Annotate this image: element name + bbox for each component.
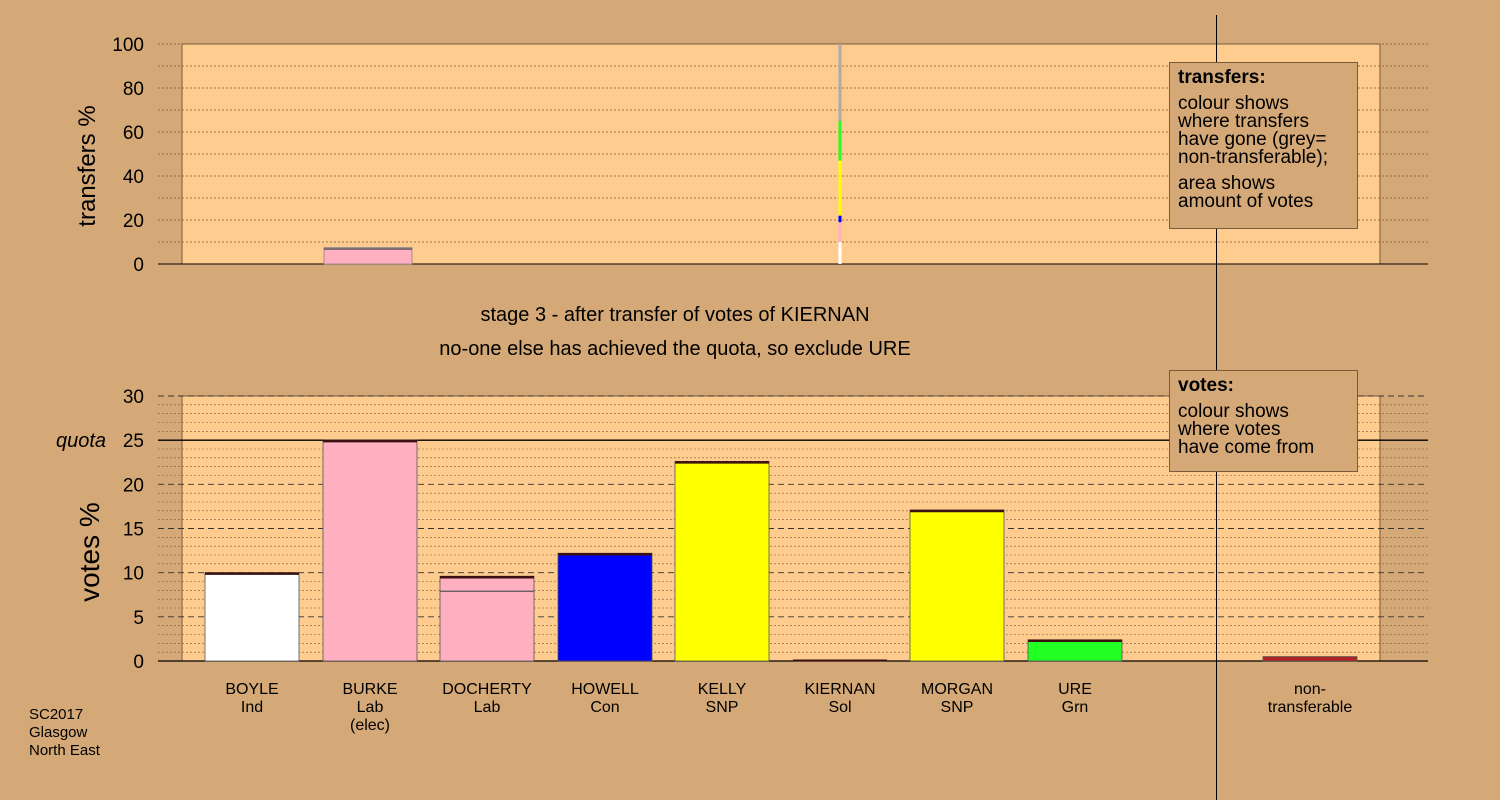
- category-label: Ind: [241, 699, 263, 716]
- category-label: DOCHERTY: [442, 681, 532, 698]
- transfers-y-tick-label: 100: [112, 35, 144, 56]
- vote-bar-segment: [439, 575, 535, 662]
- kiernan-transfer-segment: [838, 121, 842, 161]
- legend-transfers-line: non-transferable);: [1178, 147, 1328, 168]
- category-label: Con: [590, 699, 619, 716]
- category-label: KIERNAN: [804, 681, 875, 698]
- votes-y-tick-label: 5: [133, 608, 144, 629]
- legend-votes: votes: colour shows where votes have com…: [1169, 370, 1358, 472]
- votes-y-tick-label: 15: [123, 520, 144, 541]
- vote-bar-segment: [1027, 639, 1123, 662]
- category-label: SNP: [706, 699, 739, 716]
- kiernan-transfer-segment: [838, 44, 842, 121]
- quota-label: quota: [56, 430, 106, 452]
- category-label: KELLY: [698, 681, 747, 698]
- vote-bar-segment: [909, 509, 1005, 662]
- category-label: HOWELL: [571, 681, 639, 698]
- category-label: transferable: [1268, 699, 1353, 716]
- votes-y-tick-label: 20: [123, 475, 144, 496]
- legend-transfers-line: colour shows: [1178, 93, 1289, 114]
- category-label: MORGAN: [921, 681, 993, 698]
- votes-y-tick-label: 0: [133, 652, 144, 673]
- votes-y-tick-label: 25: [123, 431, 144, 452]
- category-label: Grn: [1062, 699, 1089, 716]
- vote-bar-segment: [322, 439, 418, 662]
- category-label: BOYLE: [225, 681, 278, 698]
- transfers-y-axis-label: transfers %: [74, 105, 101, 226]
- vote-bar-segment: [674, 460, 770, 662]
- votes-y-tick-label: 30: [123, 387, 144, 408]
- vote-bar-segment: [557, 552, 653, 662]
- vote-bar-segment: [1262, 656, 1358, 662]
- legend-transfers-line: area shows: [1178, 173, 1276, 194]
- exclude-caption: no-one else has achieved the quota, so e…: [439, 338, 911, 360]
- category-label: Lab: [474, 699, 501, 716]
- votes-y-axis-label: votes %: [74, 502, 105, 602]
- transfers-y-tick-label: 80: [123, 79, 144, 100]
- category-label: URE: [1058, 681, 1092, 698]
- category-label: SNP: [941, 699, 974, 716]
- category-label: non-: [1294, 681, 1326, 698]
- source-note: SC2017 Glasgow North East: [29, 706, 100, 760]
- stage-caption: stage 3 - after transfer of votes of KIE…: [480, 304, 870, 326]
- legend-votes-line: have come from: [1178, 437, 1315, 458]
- category-label: Lab: [357, 699, 384, 716]
- category-label: Sol: [828, 699, 851, 716]
- legend-votes-line: where votes: [1178, 419, 1281, 440]
- transfers-y-tick-label: 20: [123, 211, 144, 232]
- source-note-line: SC2017: [29, 706, 84, 723]
- vote-bar-segment: [204, 572, 300, 662]
- legend-transfers-line: where transfers: [1178, 111, 1309, 132]
- kiernan-transfer-segment: [838, 222, 842, 242]
- category-label: BURKE: [342, 681, 397, 698]
- transfers-y-tick-label: 40: [123, 167, 144, 188]
- legend-transfers-line: amount of votes: [1178, 191, 1314, 212]
- legend-transfers-title: transfers:: [1178, 67, 1266, 88]
- transfers-y-tick-label: 60: [123, 123, 144, 144]
- transfers-y-tick-label: 0: [133, 255, 144, 276]
- legend-transfers-line: have gone (grey=: [1178, 129, 1327, 150]
- source-note-line: North East: [29, 742, 100, 759]
- kiernan-transfer-segment: [838, 242, 842, 264]
- category-label: (elec): [350, 717, 390, 734]
- votes-y-tick-label: 10: [123, 564, 144, 585]
- transfer-bar: [323, 247, 413, 265]
- kiernan-transfer-segment: [838, 215, 842, 223]
- legend-votes-line: colour shows: [1178, 401, 1289, 422]
- kiernan-transfer-segment: [838, 160, 842, 216]
- legend-transfers: transfers: colour shows where transfers …: [1169, 62, 1358, 229]
- legend-votes-title: votes:: [1178, 375, 1234, 396]
- source-note-line: Glasgow: [29, 724, 88, 741]
